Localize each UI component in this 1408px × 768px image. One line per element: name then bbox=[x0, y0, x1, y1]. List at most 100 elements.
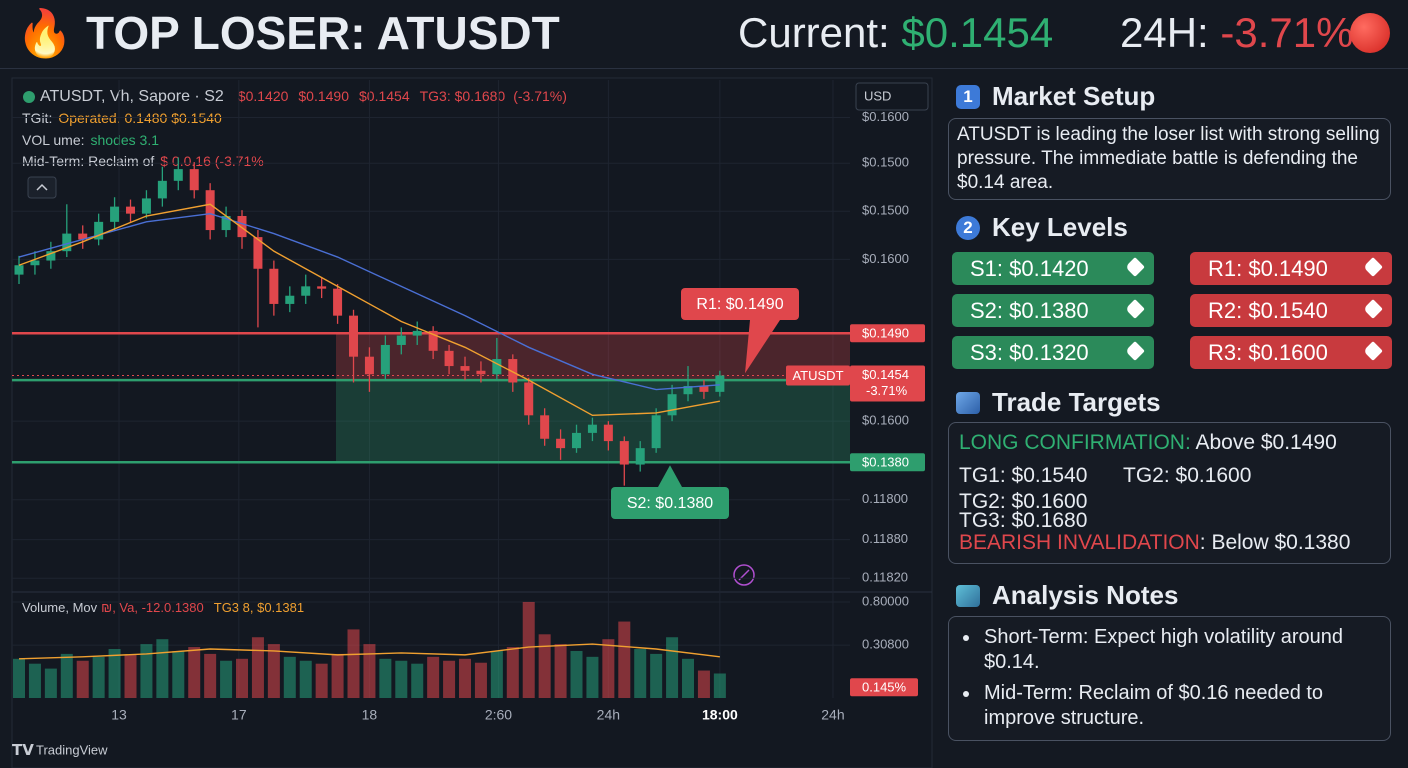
volume-bar bbox=[697, 670, 710, 698]
volume-bar bbox=[156, 639, 169, 698]
x-tick-label: 2:60 bbox=[485, 707, 512, 723]
volume-bar bbox=[395, 660, 408, 698]
y-tick-label: $0.1500 bbox=[862, 155, 909, 170]
legend-value: $0.1490 bbox=[298, 88, 349, 104]
x-tick-label: 18 bbox=[362, 707, 378, 723]
brand-logo: 𝗧𝗩 bbox=[12, 742, 34, 759]
candle-body bbox=[301, 286, 311, 296]
current-price: Current: $0.1454 bbox=[738, 9, 1053, 57]
trade-targets-box: LONG CONFIRMATION: Above $0.1490 TG1: $0… bbox=[948, 422, 1391, 564]
candle-body bbox=[78, 233, 88, 240]
volume-bar bbox=[554, 644, 567, 698]
analysis-notes-box: Short-Term: Expect high volatility aroun… bbox=[948, 616, 1391, 741]
bearish-invalidation: BEARISH INVALIDATION: Below $0.1380 bbox=[959, 531, 1350, 555]
long-confirmation: LONG CONFIRMATION: Above $0.1490 bbox=[959, 431, 1337, 455]
volume-bar bbox=[188, 647, 201, 698]
candle-body bbox=[603, 424, 613, 442]
section-number: 2 bbox=[956, 215, 980, 240]
callout: S2: $0.1380 bbox=[611, 465, 729, 519]
section-header: Trade Targets bbox=[956, 387, 1161, 418]
moving-average bbox=[18, 203, 720, 417]
volume-bar bbox=[411, 663, 424, 698]
volume-bar bbox=[490, 650, 503, 698]
current-symbol: ATUSDT bbox=[792, 368, 843, 383]
volume-bar bbox=[76, 660, 89, 698]
candle-body bbox=[94, 221, 104, 240]
level-badge-label: $0.1490 bbox=[862, 326, 909, 341]
market-setup-text: ATUSDT is leading the loser list with st… bbox=[948, 118, 1391, 200]
volume-bar bbox=[618, 621, 631, 698]
support-text: S1: $0.1420 bbox=[970, 256, 1089, 281]
candle-body bbox=[285, 295, 295, 304]
support-level: S1: $0.1420 bbox=[952, 252, 1154, 285]
candle-body bbox=[667, 394, 677, 416]
y-tick-label: 0.11800 bbox=[862, 491, 908, 506]
current-price-badge bbox=[850, 365, 925, 402]
current-label: Current: bbox=[738, 9, 890, 56]
legend-line-1: ATUSDT, Vh, Sapore · S2 $0.1420 $0.1490 $0.… bbox=[40, 88, 567, 106]
current-change-label: -3.71% bbox=[866, 383, 908, 398]
callout-box bbox=[681, 288, 799, 320]
section-title: Key Levels bbox=[992, 212, 1128, 242]
volume-bar bbox=[267, 644, 280, 698]
volume-bar bbox=[140, 644, 153, 698]
drawing-tool-icon[interactable] bbox=[733, 564, 755, 586]
candle-body bbox=[157, 180, 167, 199]
brand: TradingView bbox=[36, 742, 108, 757]
volume-bar bbox=[108, 649, 121, 698]
currency-box bbox=[855, 82, 929, 111]
symbol-icon bbox=[23, 91, 35, 103]
candle-body bbox=[205, 190, 215, 231]
candle-body bbox=[364, 356, 374, 375]
candle-body bbox=[556, 438, 566, 449]
change-value: -3.71% bbox=[1220, 9, 1354, 56]
support-level: S2: $0.1380 bbox=[952, 294, 1154, 327]
candle-body bbox=[30, 260, 40, 266]
x-tick-label: 18:00 bbox=[702, 707, 738, 723]
volume-bar bbox=[28, 663, 41, 698]
candle-body bbox=[476, 370, 486, 375]
tag-icon bbox=[1363, 299, 1383, 319]
volume-bar bbox=[650, 653, 663, 698]
tag-icon bbox=[1125, 341, 1145, 361]
collapse-button[interactable] bbox=[27, 176, 57, 199]
target: TG3: $0.1680 bbox=[959, 509, 1088, 532]
candle-body bbox=[317, 286, 327, 289]
level-badge bbox=[850, 453, 925, 472]
resistance-level: R3: $0.1600 bbox=[1190, 336, 1392, 369]
candle-body bbox=[651, 415, 661, 449]
candle-body bbox=[189, 169, 199, 191]
target: TG2: $0.1600 bbox=[959, 490, 1088, 513]
change-label: 24H: bbox=[1120, 9, 1209, 56]
volume-bar bbox=[538, 634, 551, 698]
volume-bar bbox=[13, 658, 26, 698]
section-title: Market Setup bbox=[992, 81, 1156, 111]
candle-body bbox=[540, 415, 550, 439]
tag-icon bbox=[1363, 341, 1383, 361]
collapse-icon bbox=[36, 183, 48, 191]
y-tick-label: 0.11880 bbox=[862, 531, 908, 546]
volume-moving-average bbox=[18, 643, 720, 660]
volume-bar bbox=[124, 654, 137, 698]
y-tick-label: $0.1500 bbox=[862, 203, 909, 218]
x-tick-label: 24h bbox=[597, 707, 620, 723]
support-text: S3: $0.1320 bbox=[970, 340, 1089, 365]
level-badge bbox=[850, 324, 925, 343]
candle-body bbox=[62, 233, 72, 252]
candle-body bbox=[237, 216, 247, 238]
tag-icon bbox=[1125, 299, 1145, 319]
long-label: LONG CONFIRMATION: bbox=[959, 431, 1191, 454]
legend-value: $0.1420 bbox=[238, 88, 289, 104]
y-tick-label: 0.11820 bbox=[862, 570, 908, 585]
volume-bar bbox=[347, 629, 360, 698]
tag-icon bbox=[1125, 257, 1145, 277]
volume-bar bbox=[331, 653, 344, 698]
level-badge-label: $0.1380 bbox=[862, 455, 909, 470]
candle-body bbox=[460, 366, 470, 371]
section-title: Trade Targets bbox=[992, 387, 1161, 417]
resistance-text: R1: $0.1490 bbox=[1208, 256, 1328, 281]
legend-value: (-3.71%) bbox=[513, 88, 567, 104]
volume-legend: Volume, Mov ₪, Va, -12.0.1380 TG3 8, $0.13… bbox=[22, 600, 304, 615]
volume-bar bbox=[299, 660, 312, 698]
